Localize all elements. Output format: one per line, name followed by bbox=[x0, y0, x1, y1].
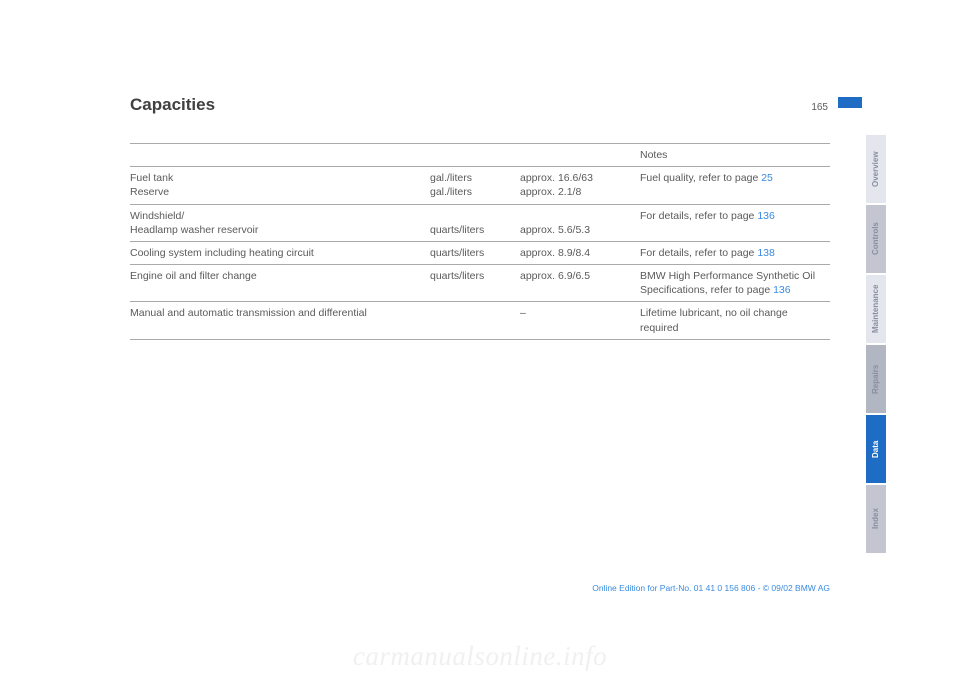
header-empty-2 bbox=[430, 144, 520, 167]
page-ref-link[interactable]: 25 bbox=[761, 172, 773, 184]
cell-unit: quarts/liters bbox=[430, 265, 520, 302]
cell-notes: Fuel quality, refer to page 25 bbox=[640, 167, 830, 204]
capacities-table: Notes Fuel tankReservegal./litersgal./li… bbox=[130, 143, 830, 340]
side-tab-maintenance[interactable]: Maintenance bbox=[866, 275, 886, 343]
cell-item: Windshield/Headlamp washer reservoir bbox=[130, 204, 430, 241]
page-heading: Capacities bbox=[130, 95, 215, 115]
table-row: Windshield/Headlamp washer reservoirquar… bbox=[130, 204, 830, 241]
cell-value: approx. 6.9/6.5 bbox=[520, 265, 640, 302]
side-tab-repairs[interactable]: Repairs bbox=[866, 345, 886, 413]
page-content: Capacities 165 Notes Fuel tankReservegal… bbox=[130, 95, 830, 340]
cell-notes: For details, refer to page 136 bbox=[640, 204, 830, 241]
cell-value: approx. 5.6/5.3 bbox=[520, 204, 640, 241]
header-empty-3 bbox=[520, 144, 640, 167]
cell-unit: gal./litersgal./liters bbox=[430, 167, 520, 204]
page-ref-link[interactable]: 136 bbox=[757, 210, 775, 222]
table-row: Fuel tankReservegal./litersgal./litersap… bbox=[130, 167, 830, 204]
footer-text: Online Edition for Part-No. 01 41 0 156 … bbox=[130, 583, 830, 593]
cell-value: – bbox=[520, 302, 640, 339]
side-tab-controls[interactable]: Controls bbox=[866, 205, 886, 273]
table-row: Engine oil and filter changequarts/liter… bbox=[130, 265, 830, 302]
side-tabs: OverviewControlsMaintenanceRepairsDataIn… bbox=[866, 135, 886, 555]
side-tab-data[interactable]: Data bbox=[866, 415, 886, 483]
cell-item: Fuel tankReserve bbox=[130, 167, 430, 204]
table-row: Manual and automatic transmission and di… bbox=[130, 302, 830, 339]
cell-item: Cooling system including heating circuit bbox=[130, 241, 430, 264]
table-header-row: Notes bbox=[130, 144, 830, 167]
cell-item: Engine oil and filter change bbox=[130, 265, 430, 302]
side-tab-overview[interactable]: Overview bbox=[866, 135, 886, 203]
cell-unit: quarts/liters bbox=[430, 204, 520, 241]
header-empty-1 bbox=[130, 144, 430, 167]
cell-value: approx. 16.6/63approx. 2.1/8 bbox=[520, 167, 640, 204]
page-number: 165 bbox=[811, 102, 828, 113]
header-row: Capacities 165 bbox=[130, 95, 830, 115]
cell-item: Manual and automatic transmission and di… bbox=[130, 302, 430, 339]
table-row: Cooling system including heating circuit… bbox=[130, 241, 830, 264]
page-ref-link[interactable]: 138 bbox=[757, 247, 775, 259]
header-notes: Notes bbox=[640, 144, 830, 167]
page-ref-link[interactable]: 136 bbox=[773, 284, 791, 296]
cell-notes: BMW High Performance Synthetic OilSpecif… bbox=[640, 265, 830, 302]
cell-unit bbox=[430, 302, 520, 339]
side-tab-index[interactable]: Index bbox=[866, 485, 886, 553]
cell-notes: For details, refer to page 138 bbox=[640, 241, 830, 264]
cell-value: approx. 8.9/8.4 bbox=[520, 241, 640, 264]
cell-unit: quarts/liters bbox=[430, 241, 520, 264]
cell-notes: Lifetime lubricant, no oil change requir… bbox=[640, 302, 830, 339]
watermark: carmanualsonline.info bbox=[0, 641, 960, 672]
page-accent-bar bbox=[838, 97, 862, 108]
